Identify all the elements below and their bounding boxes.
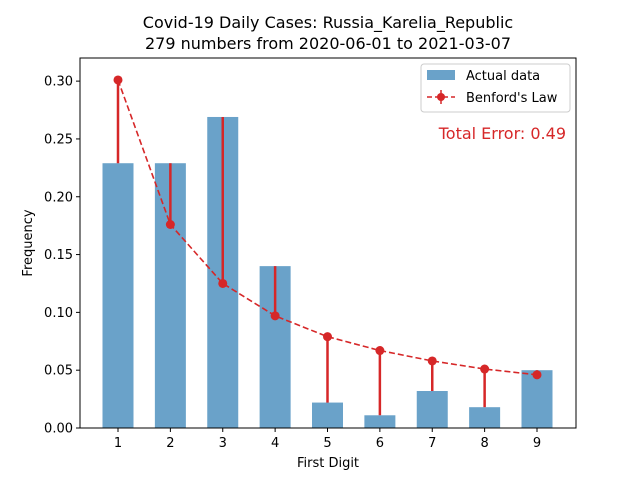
bar-digit-6 [364,415,396,428]
x-tick-label: 4 [271,436,279,451]
x-tick-label: 5 [323,436,331,451]
benford-point-digit-5 [323,332,332,342]
x-tick-label: 6 [376,436,384,451]
legend-frame [420,63,571,113]
x-tick-label: 8 [480,436,488,451]
x-tick-label: 9 [533,436,541,451]
x-tick-label: 1 [114,436,122,451]
benford-line-group [113,75,542,380]
benford-point-digit-9 [532,370,542,380]
y-tick-label: 0.25 [44,132,73,147]
total-error-annotation: Total Error: 0.49 [438,124,566,143]
legend-benford-label: Benford's Law [466,91,558,106]
benford-point-digit-8 [480,364,490,374]
error-stems-group [116,79,539,416]
bar-digit-7 [416,391,448,428]
x-axis: 1 2 3 4 5 6 7 8 9 [114,428,541,451]
x-axis-label: First Digit [297,456,359,471]
y-axis: 0.00 0.05 0.10 0.15 0.20 0.25 0.30 [44,75,80,437]
legend-benford-marker [437,93,445,101]
benford-point-digit-7 [427,356,437,366]
bar-digit-1 [102,163,134,428]
benford-point-digit-2 [165,220,175,229]
benford-point-digit-3 [218,278,228,288]
y-tick-label: 0.10 [44,306,73,321]
benford-line [117,79,538,376]
y-tick-label: 0.15 [44,248,73,263]
bar-digit-5 [312,402,343,428]
benford-point-digit-1 [113,75,123,85]
benford-point-digit-6 [375,346,385,356]
bar-digit-9 [521,370,553,428]
x-tick-label: 7 [428,436,436,451]
legend: Actual data Benford's Law [420,63,571,113]
chart-title: Covid-19 Daily Cases: Russia_Karelia_Rep… [143,13,513,33]
benford-point-digit-4 [270,311,280,321]
y-tick-label: 0.00 [44,422,73,437]
y-tick-label: 0.30 [44,75,73,90]
bar-digit-8 [469,407,501,428]
chart-subtitle: 279 numbers from 2020-06-01 to 2021-03-0… [145,34,511,53]
y-axis-label: Frequency [21,209,36,276]
legend-actual-label: Actual data [466,69,540,84]
x-tick-label: 3 [219,436,227,451]
legend-bar-swatch [427,70,455,80]
x-tick-label: 2 [166,436,174,451]
y-tick-label: 0.20 [44,190,73,205]
y-tick-label: 0.05 [44,364,73,379]
